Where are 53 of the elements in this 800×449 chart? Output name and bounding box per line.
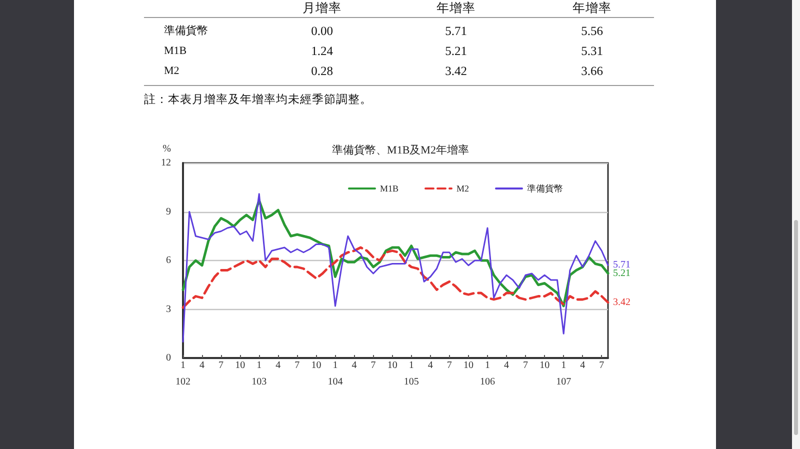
data-label: 3.66 — [530, 61, 654, 86]
category-label: M1B — [163, 44, 188, 59]
category-label: 準備貨幣 — [163, 24, 209, 39]
text: 年增率 — [382, 0, 530, 18]
y-axis-title: % — [162, 144, 171, 154]
data-label: 5.21 — [613, 268, 630, 279]
y-tick-label: 12 — [161, 158, 171, 168]
data-label: 0.28 — [262, 61, 382, 86]
x-tick-label: 4 — [504, 360, 510, 371]
y-tick-label: 3 — [166, 304, 171, 315]
y-tick-label: 6 — [166, 255, 171, 266]
category-label: M2 — [144, 61, 262, 86]
x-tick-label: 4 — [428, 360, 433, 371]
x-tick-label: 4 — [352, 360, 357, 371]
legend-label: M2 — [456, 184, 470, 194]
x-tick-label: 1 104 — [328, 360, 343, 388]
x-tick-label: 10 — [463, 360, 474, 371]
x-tick-label: 4 — [276, 360, 281, 371]
y-tick-label: 9 — [166, 206, 171, 218]
data-label: 1.24 — [310, 43, 334, 60]
x-tick-label: 7 — [523, 360, 528, 371]
text: 註：本表月增率及年增率均未經季節調整。 — [144, 92, 372, 107]
data-label: 3.42 — [613, 296, 630, 308]
x-tick-label: 7 — [599, 360, 604, 371]
data-label: 0.00 — [310, 23, 334, 40]
data-label: 5.71 — [444, 23, 468, 40]
data-label: 5.31 — [580, 43, 604, 60]
x-tick-label: 1 107 — [556, 360, 572, 388]
x-tick-label: 1 103 — [252, 360, 267, 388]
legend-label: M1B — [380, 184, 399, 194]
y-tick-label: 0 — [166, 352, 171, 364]
x-tick-label: 4 — [200, 360, 205, 371]
x-tick-label: 10 — [540, 360, 550, 371]
chart-title: 準備貨幣、M1B及M2年增率 — [332, 144, 469, 156]
x-tick-label: 1 106 — [480, 360, 495, 388]
x-tick-label: 7 — [218, 360, 224, 371]
data-label: 5.56 — [580, 23, 604, 40]
x-tick-label: 4 — [580, 360, 586, 371]
x-tick-label: 7 — [370, 360, 376, 371]
data-label: 5.21 — [444, 43, 468, 60]
x-tick-label: 1 102 — [176, 360, 190, 388]
x-tick-label: 1 105 — [404, 360, 419, 388]
data-label: 3.42 — [382, 61, 530, 86]
x-tick-label: 7 — [446, 360, 452, 371]
x-tick-label: 7 — [294, 360, 300, 371]
x-tick-label: 10 — [235, 360, 246, 371]
text: 月增率 — [262, 0, 382, 18]
line-series — [182, 193, 609, 342]
legend-label: 準備貨幣 — [527, 184, 563, 194]
text: 年增率 — [530, 0, 654, 18]
x-tick-label: 10 — [387, 360, 398, 371]
x-tick-label: 10 — [311, 360, 322, 371]
line-series — [182, 246, 610, 309]
